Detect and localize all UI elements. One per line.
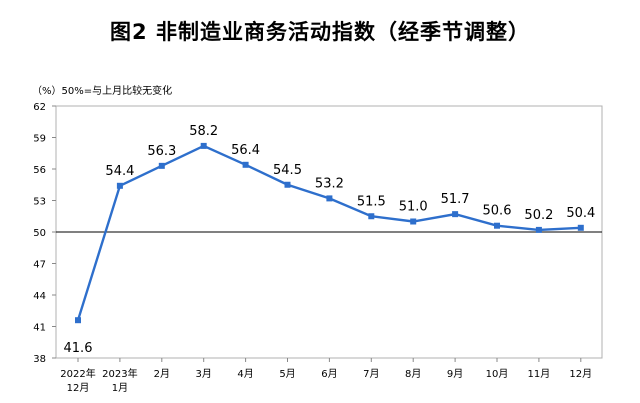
y-tick-label: 47 [33,260,46,271]
data-point-marker [200,142,207,149]
data-label: 50.2 [524,208,553,223]
data-point-marker [75,317,81,324]
data-label: 53.2 [315,176,344,191]
data-point-marker [326,195,333,202]
y-tick-label: 41 [33,323,46,334]
data-label: 51.7 [441,192,470,207]
data-label: 50.4 [566,206,595,221]
x-tick-label: 5月 [279,368,295,380]
x-tick-label: 2023年 1月 [102,367,137,394]
x-tick-label: 3月 [196,368,212,380]
y-tick-label: 53 [33,197,46,208]
data-point-marker [158,162,165,169]
x-tick-label: 4月 [237,368,253,380]
data-point-marker [368,213,375,220]
y-tick-label: 59 [33,134,46,145]
x-tick-label: 10月 [486,368,509,380]
data-label: 54.5 [273,163,302,178]
data-label: 56.4 [231,143,260,158]
x-tick-label: 6月 [321,368,337,380]
data-point-marker [535,226,542,233]
x-tick-label: 12月 [569,368,592,380]
data-point-marker [242,161,249,168]
data-label: 51.0 [399,200,428,215]
data-label: 54.4 [105,164,134,179]
y-tick-label: 56 [33,165,46,176]
data-point-marker [116,182,123,189]
data-point-marker [284,181,291,188]
data-label: 51.5 [357,194,386,209]
y-tick-label: 50 [33,228,46,239]
x-tick-label: 11月 [528,368,551,380]
x-tick-label: 2月 [154,368,170,380]
x-tick-label: 7月 [363,368,379,380]
data-label: 41.6 [64,341,93,356]
unit-note: （%）50%=与上月比较无变化 [32,86,173,97]
data-label: 56.3 [147,144,176,159]
data-point-marker [410,218,417,225]
data-label: 50.6 [483,204,512,219]
data-point-marker [452,211,459,218]
data-point-marker [494,222,500,229]
data-point-marker [577,224,584,231]
series-line [76,144,581,321]
y-tick-label: 38 [33,354,46,365]
data-label: 58.2 [189,124,218,139]
x-tick-label: 8月 [405,368,421,380]
x-tick-label: 9月 [447,368,463,380]
y-tick-label: 62 [33,102,46,113]
chart-title: 图2 非制造业商务活动指数（经季节调整） [110,20,530,44]
x-tick-label: 2022年 12月 [60,367,95,394]
y-tick-label: 44 [33,291,46,302]
